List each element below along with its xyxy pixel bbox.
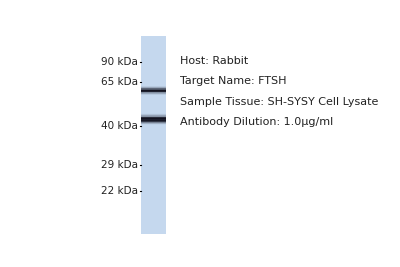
Bar <box>142 113 166 114</box>
Bar <box>142 89 166 90</box>
Bar <box>142 117 166 118</box>
Bar <box>142 93 166 94</box>
Bar <box>142 87 166 88</box>
Bar <box>142 91 166 92</box>
Bar <box>142 92 166 93</box>
Bar <box>142 120 166 121</box>
Text: 22 kDa: 22 kDa <box>101 186 138 196</box>
Text: 65 kDa: 65 kDa <box>101 77 138 87</box>
Bar <box>142 90 166 91</box>
Bar <box>142 122 166 123</box>
Bar <box>142 124 166 125</box>
Text: 90 kDa: 90 kDa <box>102 57 138 67</box>
Bar <box>142 116 166 117</box>
Bar <box>142 86 166 87</box>
Text: Antibody Dilution: 1.0μg/ml: Antibody Dilution: 1.0μg/ml <box>180 117 334 128</box>
Bar <box>142 116 166 117</box>
Bar <box>142 86 166 87</box>
Text: Sample Tissue: SH-SYSY Cell Lysate: Sample Tissue: SH-SYSY Cell Lysate <box>180 97 378 107</box>
Bar <box>142 123 166 124</box>
Bar <box>142 121 166 122</box>
Bar <box>142 123 166 124</box>
Bar <box>142 115 166 116</box>
Bar <box>142 121 166 122</box>
Bar <box>142 119 166 120</box>
Bar <box>142 118 166 119</box>
Bar <box>142 94 166 95</box>
Text: 29 kDa: 29 kDa <box>101 160 138 170</box>
Bar <box>142 114 166 115</box>
Text: 40 kDa: 40 kDa <box>102 121 138 131</box>
Bar <box>142 88 166 89</box>
Bar <box>142 118 166 119</box>
Bar <box>142 88 166 89</box>
Bar <box>142 94 166 95</box>
Text: Target Name: FTSH: Target Name: FTSH <box>180 76 287 87</box>
Bar <box>142 93 166 94</box>
Bar <box>142 115 166 116</box>
Bar <box>142 113 166 114</box>
Text: Host: Rabbit: Host: Rabbit <box>180 56 248 66</box>
Bar <box>142 120 166 121</box>
Bar <box>142 90 166 91</box>
Bar <box>142 36 166 234</box>
Bar <box>142 91 166 92</box>
Bar <box>142 92 166 93</box>
Bar <box>142 117 166 118</box>
Bar <box>142 87 166 88</box>
Bar <box>142 89 166 90</box>
